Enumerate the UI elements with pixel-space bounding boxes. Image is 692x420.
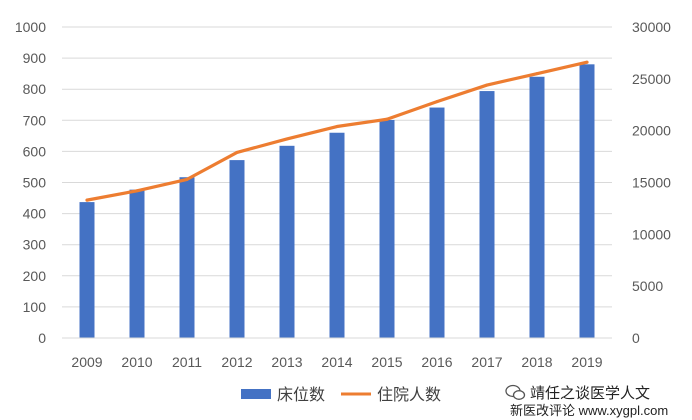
x-tick-label: 2019 xyxy=(571,354,602,370)
line-series xyxy=(85,60,589,202)
x-tick-label: 2011 xyxy=(172,354,202,370)
line-point xyxy=(535,72,539,76)
bar xyxy=(529,76,545,338)
x-tick-label: 2013 xyxy=(271,354,302,370)
x-tick-label: 2012 xyxy=(221,354,252,370)
bar xyxy=(179,177,195,338)
line-point xyxy=(85,198,89,202)
legend-swatch-bar xyxy=(241,389,271,399)
y-right-tick-label: 10000 xyxy=(632,226,671,242)
y-left-tick-label: 1000 xyxy=(15,19,46,35)
y-left-tick-label: 900 xyxy=(23,50,47,66)
bar xyxy=(279,145,295,338)
legend: 床位数 住院人数 xyxy=(241,386,441,404)
bar xyxy=(329,132,345,338)
bar-series xyxy=(79,64,595,338)
y-axis-right: 0 5000 10000 15000 20000 25000 30000 xyxy=(632,19,671,346)
line-point xyxy=(235,150,239,154)
bar xyxy=(479,91,495,338)
y-left-tick-label: 500 xyxy=(23,175,47,191)
line-point xyxy=(285,137,289,141)
y-left-tick-label: 600 xyxy=(23,143,47,159)
x-tick-label: 2015 xyxy=(371,354,402,370)
line-point xyxy=(485,83,489,87)
x-tick-label: 2016 xyxy=(421,354,452,370)
y-right-tick-label: 25000 xyxy=(632,71,671,87)
watermark-line1: 靖任之谈医学人文 xyxy=(530,385,650,402)
line-point xyxy=(585,60,589,64)
y-left-tick-label: 300 xyxy=(23,237,47,253)
x-tick-label: 2010 xyxy=(121,354,152,370)
legend-label-bar: 床位数 xyxy=(277,386,325,404)
x-tick-label: 2009 xyxy=(71,354,102,370)
y-right-tick-label: 5000 xyxy=(632,278,663,294)
line-point xyxy=(385,117,389,121)
y-right-tick-label: 0 xyxy=(632,330,640,346)
wechat-icon xyxy=(505,384,526,400)
y-left-tick-label: 800 xyxy=(23,81,47,97)
legend-label-line: 住院人数 xyxy=(377,386,441,404)
line-point xyxy=(435,100,439,104)
x-tick-label: 2018 xyxy=(521,354,552,370)
y-left-tick-label: 400 xyxy=(23,206,47,222)
y-right-tick-label: 15000 xyxy=(632,175,671,191)
y-axis-left: 0 100 200 300 400 500 600 700 800 900 1000 xyxy=(15,19,46,346)
watermark: 靖任之谈医学人文 新医改评论 www.xygpl.com xyxy=(505,384,668,418)
y-left-tick-label: 200 xyxy=(23,268,47,284)
x-axis: 2009 2010 2011 2012 2013 2014 2015 2016 2017 2018… xyxy=(62,337,612,370)
bar xyxy=(579,64,595,338)
line-point xyxy=(185,177,189,181)
y-left-tick-label: 100 xyxy=(23,299,47,315)
watermark-line2: 新医改评论 www.xygpl.com xyxy=(510,403,668,418)
line-point xyxy=(335,125,339,129)
bar xyxy=(379,119,395,338)
x-tick-label: 2014 xyxy=(321,354,352,370)
y-right-tick-label: 30000 xyxy=(632,19,671,35)
y-right-tick-label: 20000 xyxy=(632,123,671,139)
line-point xyxy=(135,189,139,193)
x-tick-label: 2017 xyxy=(471,354,502,370)
y-left-tick-label: 700 xyxy=(23,112,47,128)
bar xyxy=(129,189,145,338)
bar xyxy=(429,107,445,338)
bar xyxy=(229,160,245,338)
bar xyxy=(79,202,95,338)
y-left-tick-label: 0 xyxy=(38,330,46,346)
